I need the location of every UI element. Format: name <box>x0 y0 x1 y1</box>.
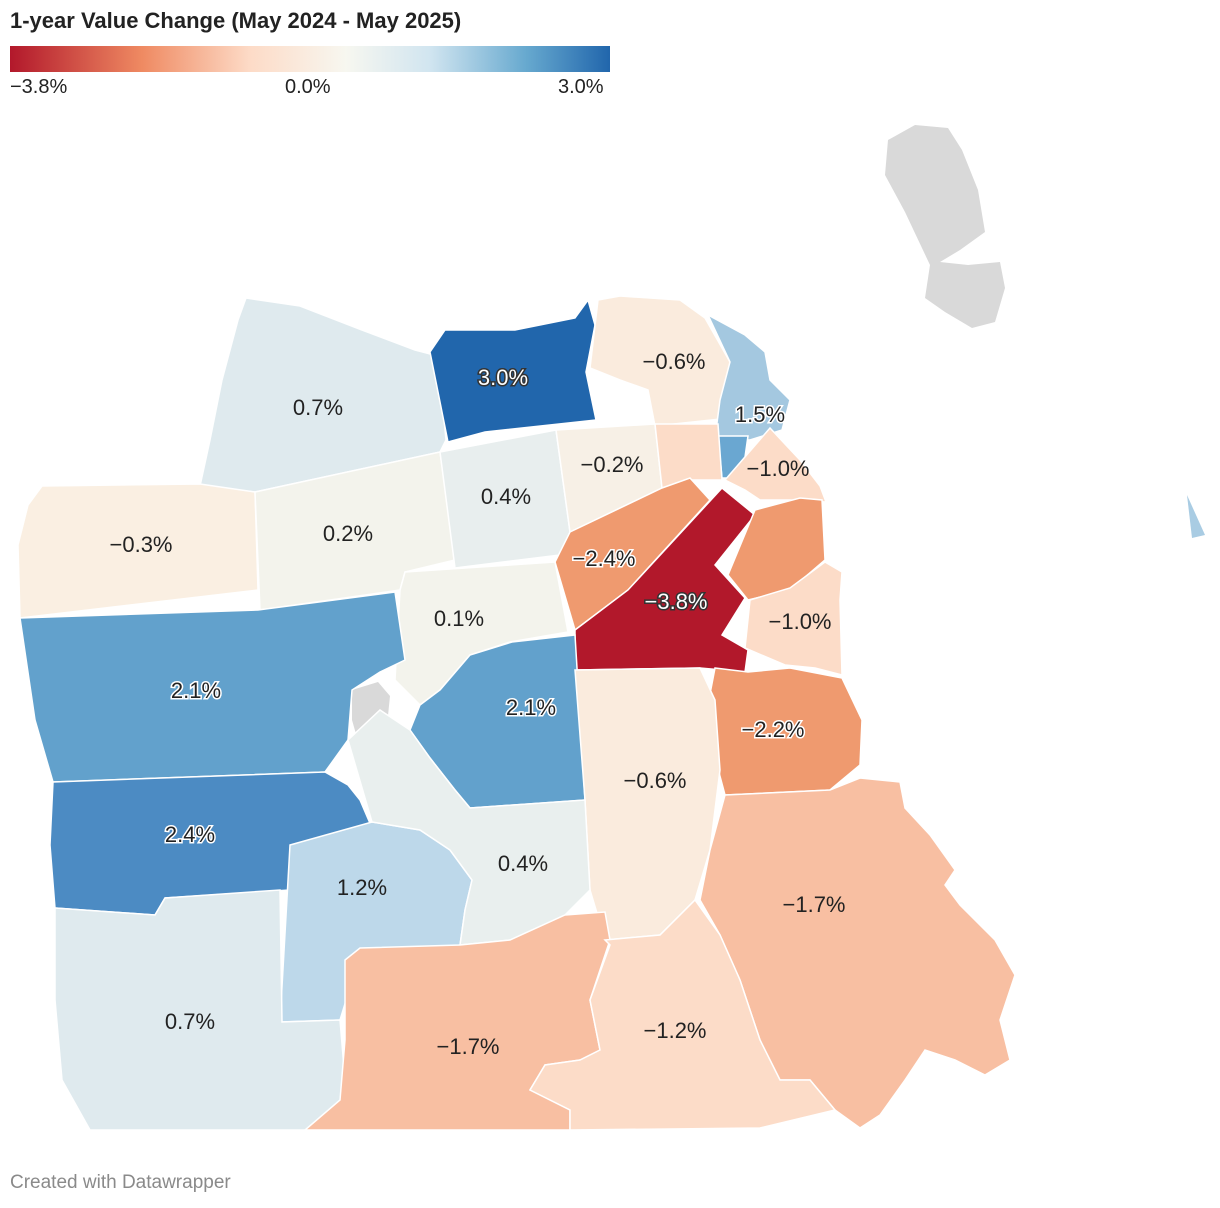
region-mission[interactable] <box>574 667 721 941</box>
label-outer-sunset: 2.4% <box>165 822 215 847</box>
label-soma: −3.8% <box>645 589 708 614</box>
label-parkside: 0.7% <box>165 1009 215 1034</box>
label-twin-peaks: 1.2% <box>337 875 387 900</box>
label-mission-bay: −1.0% <box>769 609 832 634</box>
color-legend-bar <box>10 46 610 72</box>
label-potrero: −2.2% <box>742 717 805 742</box>
region-financial-district[interactable] <box>706 313 791 441</box>
label-noe-valley: 0.4% <box>498 851 548 876</box>
label-western-addition: −2.4% <box>573 546 636 571</box>
label-mission: −0.6% <box>624 768 687 793</box>
label-inner-richmond: 0.2% <box>323 521 373 546</box>
label-pacific-heights: 0.4% <box>481 484 531 509</box>
label-south-beach: −1.0% <box>747 456 810 481</box>
yerba-buena-sliver <box>1187 495 1205 538</box>
label-castro: 2.1% <box>506 695 556 720</box>
label-richmond: −0.3% <box>110 532 173 557</box>
legend-min-label: −3.8% <box>10 76 68 98</box>
legend-max-label: 3.0% <box>558 76 604 98</box>
label-nob-hill: −0.2% <box>581 452 644 477</box>
label-north-beach: −0.6% <box>643 349 706 374</box>
label-visitacion: −1.2% <box>644 1018 707 1043</box>
region-nob-peach[interactable] <box>654 423 723 489</box>
label-haight: 0.1% <box>434 606 484 631</box>
label-sunset: 2.1% <box>171 678 221 703</box>
legend-mid-label: 0.0% <box>285 76 331 98</box>
label-excelsior: −1.7% <box>437 1034 500 1059</box>
region-richmond[interactable] <box>17 483 259 619</box>
label-financial-district: 1.5% <box>735 402 785 427</box>
label-marina: 3.0% <box>478 365 528 390</box>
label-presidio: 0.7% <box>293 395 343 420</box>
label-bayview: −1.7% <box>783 892 846 917</box>
region-visitacion[interactable] <box>528 898 837 1131</box>
region-sunset[interactable] <box>19 591 406 783</box>
map-title: 1-year Value Change (May 2024 - May 2025… <box>10 8 462 33</box>
credit-line: Created with Datawrapper <box>10 1172 231 1193</box>
region-south-beach[interactable] <box>723 426 828 503</box>
treasure-island-nodata <box>885 125 1005 328</box>
region-mission-bay[interactable] <box>744 561 843 676</box>
